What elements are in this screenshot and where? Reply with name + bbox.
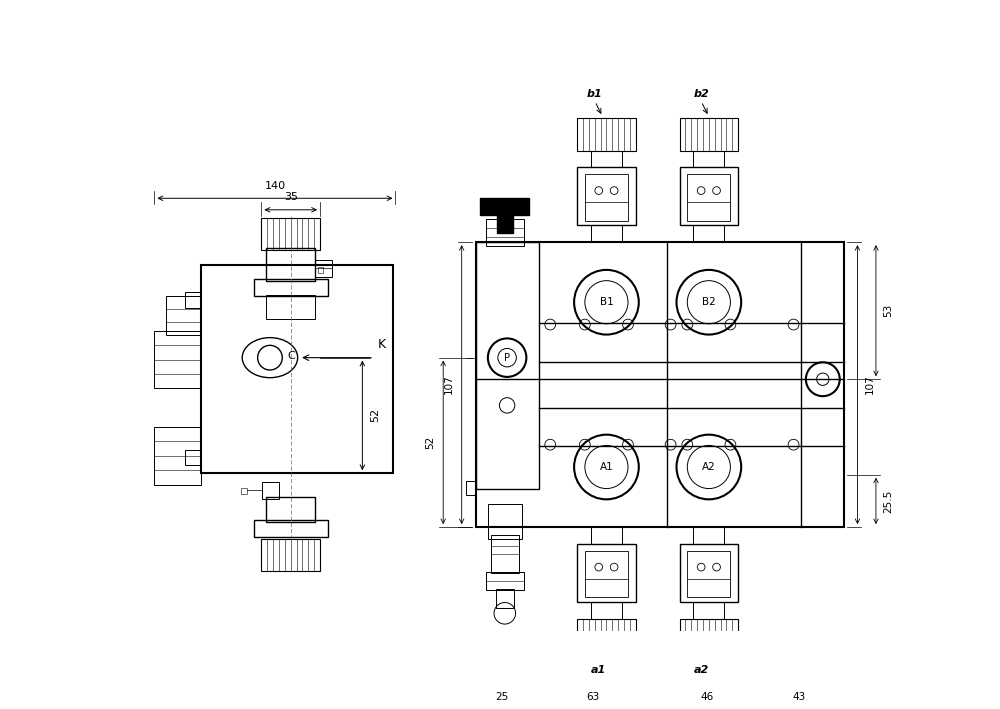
Bar	[154, 427, 201, 485]
Text: a2: a2	[694, 665, 709, 675]
Bar	[201, 265, 393, 473]
Text: 63: 63	[587, 692, 600, 702]
Text: 43: 43	[793, 692, 806, 702]
Bar	[687, 174, 730, 220]
Bar	[577, 118, 636, 150]
Text: a1: a1	[591, 665, 606, 675]
Bar	[476, 242, 539, 489]
Text: 46: 46	[700, 692, 714, 702]
Text: 52: 52	[426, 436, 436, 449]
Bar	[241, 488, 247, 494]
Bar	[262, 481, 279, 498]
Bar	[577, 167, 636, 225]
Bar	[496, 588, 514, 608]
Text: b2: b2	[693, 89, 709, 99]
Bar	[318, 267, 323, 273]
Bar	[693, 527, 724, 544]
Bar	[261, 218, 320, 250]
Text: 25: 25	[495, 692, 508, 702]
Bar	[680, 544, 738, 602]
Bar	[585, 174, 628, 220]
Text: 53: 53	[884, 304, 894, 318]
Bar	[680, 118, 738, 150]
Text: K: K	[378, 338, 386, 352]
Text: 107: 107	[865, 375, 875, 394]
Text: 140: 140	[264, 181, 286, 191]
Text: 107: 107	[444, 375, 454, 394]
Bar	[497, 216, 513, 233]
Bar	[480, 199, 529, 216]
Bar	[591, 225, 622, 242]
Text: P: P	[504, 352, 510, 363]
Bar	[154, 330, 201, 389]
Text: C: C	[287, 351, 295, 361]
Bar	[166, 296, 201, 335]
Bar	[185, 450, 201, 466]
Bar	[680, 619, 738, 651]
Bar	[585, 551, 628, 597]
Bar	[577, 544, 636, 602]
Text: 35: 35	[284, 192, 298, 202]
Bar	[254, 279, 328, 296]
Bar	[486, 571, 524, 590]
Text: A1: A1	[600, 462, 613, 472]
Text: B1: B1	[600, 297, 613, 307]
Bar	[491, 535, 519, 574]
Text: B2: B2	[702, 297, 716, 307]
Bar	[693, 602, 724, 619]
Bar	[266, 497, 315, 522]
Bar	[466, 481, 476, 495]
Bar	[577, 619, 636, 651]
Bar	[486, 219, 524, 246]
Bar	[266, 248, 315, 281]
Text: b1: b1	[587, 89, 603, 99]
Bar	[680, 167, 738, 225]
Bar	[591, 527, 622, 544]
Bar	[488, 504, 522, 539]
Bar	[591, 150, 622, 167]
Bar	[254, 520, 328, 537]
Bar	[185, 292, 201, 308]
Bar	[476, 242, 844, 527]
Bar	[315, 260, 332, 277]
Bar	[693, 225, 724, 242]
Text: 25.5: 25.5	[884, 489, 894, 513]
Text: 52: 52	[370, 408, 380, 423]
Bar	[266, 294, 315, 319]
Bar	[591, 602, 622, 619]
Bar	[693, 150, 724, 167]
Text: A2: A2	[702, 462, 716, 472]
Bar	[261, 539, 320, 571]
Bar	[687, 551, 730, 597]
Bar	[466, 350, 476, 365]
